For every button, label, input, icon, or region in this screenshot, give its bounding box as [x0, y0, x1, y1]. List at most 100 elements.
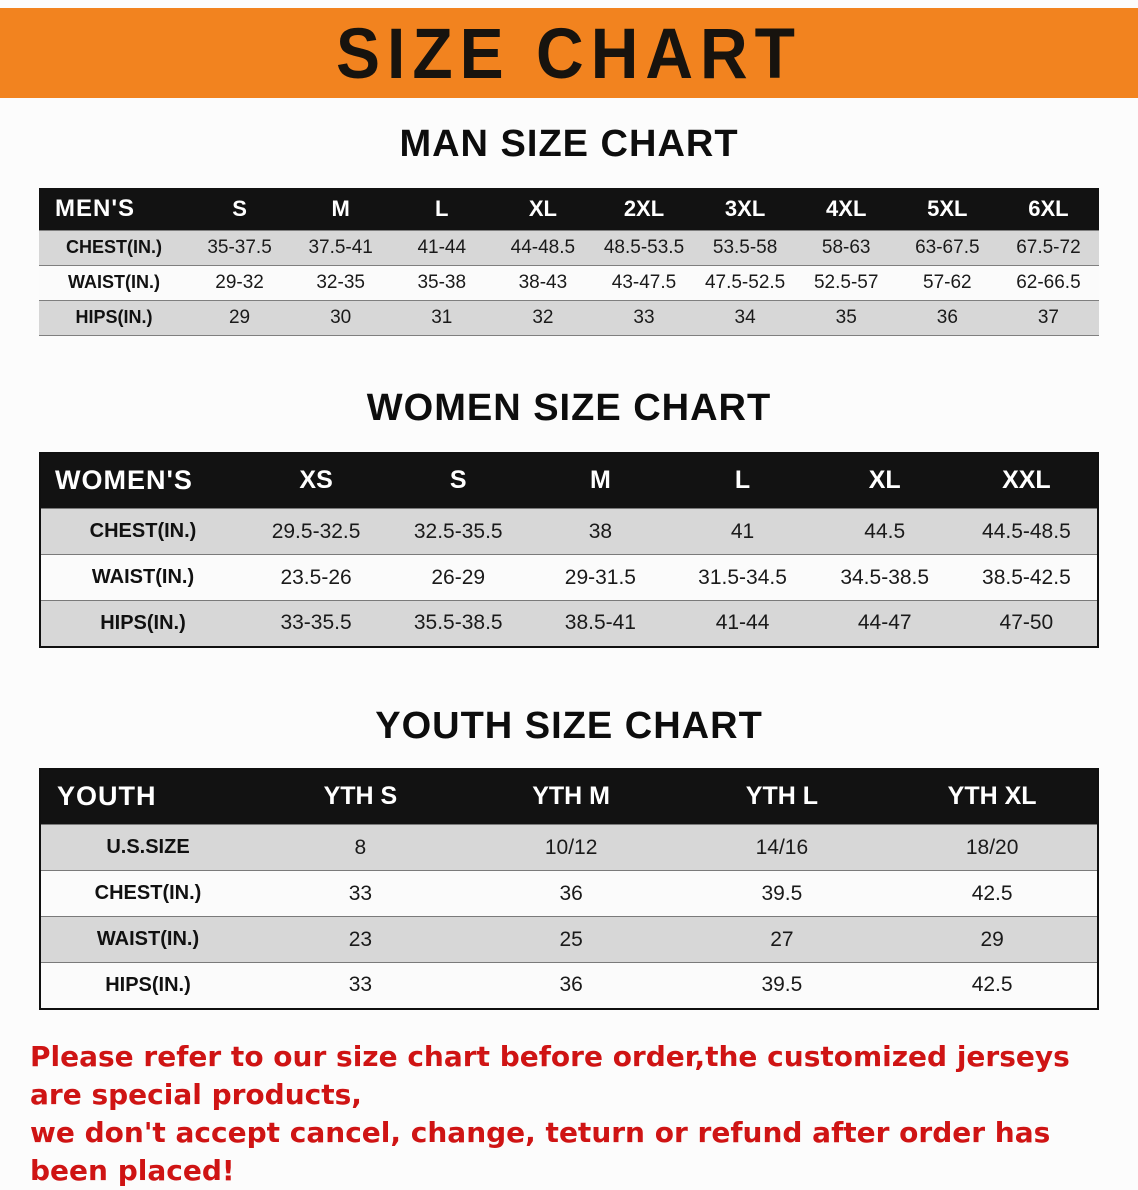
- size-value: 47-50: [955, 600, 1098, 647]
- disclaimer-line-1: Please refer to our size chart before or…: [30, 1039, 1070, 1111]
- size-value: 39.5: [676, 870, 888, 917]
- women-size-table: WOMEN'S XS S M L XL XXL CHEST(IN.) 29.5-32.5 32.5…: [39, 451, 1099, 648]
- row-label: U.S.SIZE: [40, 824, 255, 871]
- women-size-section: WOMEN SIZE CHART WOMEN'S XS S M L XL XXL CHEST(…: [0, 386, 1138, 648]
- table-corner-label: MEN'S: [39, 188, 189, 230]
- size-value: 42.5: [887, 962, 1098, 1009]
- size-column-header: M: [529, 452, 672, 509]
- size-value: 38: [529, 508, 672, 555]
- size-value: 33: [255, 962, 466, 1009]
- row-label: WAIST(IN.): [40, 916, 255, 963]
- size-column-header: YTH L: [676, 768, 888, 825]
- row-label: HIPS(IN.): [40, 600, 245, 647]
- row-label: CHEST(IN.): [40, 508, 245, 555]
- size-column-header: S: [189, 188, 291, 230]
- size-value: 47.5-52.5: [694, 264, 796, 301]
- size-value: 38.5-41: [529, 600, 672, 647]
- size-column-header: XL: [492, 188, 594, 230]
- size-column-header: YTH XL: [887, 768, 1098, 825]
- size-column-header: S: [387, 452, 530, 509]
- row-label: CHEST(IN.): [40, 870, 255, 917]
- disclaimer-line-2: we don't accept cancel, change, teturn o…: [30, 1115, 1051, 1187]
- size-value: 35-37.5: [189, 229, 291, 266]
- size-value: 25: [465, 916, 677, 963]
- table-row: WAIST(IN.) 23 25 27 29: [40, 916, 1098, 963]
- size-value: 29: [189, 299, 291, 336]
- size-value: 62-66.5: [997, 264, 1099, 301]
- size-value: 35-38: [391, 264, 493, 301]
- table-header-row: WOMEN'S XS S M L XL XXL: [40, 452, 1098, 509]
- size-column-header: L: [671, 452, 814, 509]
- size-value: 29: [887, 916, 1098, 963]
- size-value: 29.5-32.5: [245, 508, 388, 555]
- size-column-header: 6XL: [997, 188, 1099, 230]
- size-value: 44-47: [813, 600, 956, 647]
- table-row: WAIST(IN.) 29-32 32-35 35-38 38-43 43-47.5 47.…: [39, 264, 1099, 301]
- row-label: WAIST(IN.): [39, 264, 189, 301]
- size-value: 36: [896, 299, 998, 336]
- size-value: 35.5-38.5: [387, 600, 530, 647]
- row-label: HIPS(IN.): [40, 962, 255, 1009]
- table-row: HIPS(IN.) 33 36 39.5 42.5: [40, 962, 1098, 1009]
- size-value: 36: [465, 962, 677, 1009]
- size-value: 37.5-41: [290, 229, 392, 266]
- size-column-header: YTH S: [255, 768, 466, 825]
- size-value: 44.5-48.5: [955, 508, 1098, 555]
- youth-size-section: YOUTH SIZE CHART YOUTH YTH S YTH M YTH L YTH…: [0, 704, 1138, 1010]
- size-value: 41: [671, 508, 814, 555]
- youth-size-table: YOUTH YTH S YTH M YTH L YTH XL U.S.SIZE 8 10/12…: [39, 767, 1099, 1010]
- size-value: 53.5-58: [694, 229, 796, 266]
- size-value: 26-29: [387, 554, 530, 601]
- size-value: 29-31.5: [529, 554, 672, 601]
- size-value: 33: [593, 299, 695, 336]
- men-section-title: MAN SIZE CHART: [399, 123, 739, 165]
- size-value: 57-62: [896, 264, 998, 301]
- size-column-header: XS: [245, 452, 388, 509]
- size-value: 31: [391, 299, 493, 336]
- table-row: CHEST(IN.) 33 36 39.5 42.5: [40, 870, 1098, 917]
- men-size-section: MAN SIZE CHART MEN'S S M L XL 2XL 3XL 4XL 5XL 6XL…: [0, 122, 1138, 336]
- size-value: 31.5-34.5: [671, 554, 814, 601]
- size-value: 63-67.5: [896, 229, 998, 266]
- size-value: 32.5-35.5: [387, 508, 530, 555]
- table-row: CHEST(IN.) 29.5-32.5 32.5-35.5 38 41 44.5 44.5…: [40, 508, 1098, 555]
- size-value: 67.5-72: [997, 229, 1099, 266]
- banner: SIZE CHART: [0, 8, 1138, 98]
- size-value: 37: [997, 299, 1099, 336]
- size-value: 29-32: [189, 264, 291, 301]
- size-value: 34: [694, 299, 796, 336]
- size-value: 34.5-38.5: [813, 554, 956, 601]
- size-column-header: M: [290, 188, 392, 230]
- size-value: 43-47.5: [593, 264, 695, 301]
- size-value: 23.5-26: [245, 554, 388, 601]
- size-value: 30: [290, 299, 392, 336]
- size-value: 41-44: [671, 600, 814, 647]
- table-row: CHEST(IN.) 35-37.5 37.5-41 41-44 44-48.5 48.5…: [39, 229, 1099, 266]
- size-value: 58-63: [795, 229, 897, 266]
- size-column-header: YTH M: [465, 768, 677, 825]
- row-label: CHEST(IN.): [39, 229, 189, 266]
- size-chart-page: SIZE CHART MAN SIZE CHART MEN'S S M L XL 2XL 3…: [0, 8, 1138, 1190]
- size-value: 52.5-57: [795, 264, 897, 301]
- size-value: 14/16: [676, 824, 888, 871]
- size-value: 8: [255, 824, 466, 871]
- size-value: 33-35.5: [245, 600, 388, 647]
- youth-section-title: YOUTH SIZE CHART: [375, 704, 763, 747]
- women-section-title: WOMEN SIZE CHART: [366, 386, 772, 429]
- size-column-header: 2XL: [593, 188, 695, 230]
- size-value: 10/12: [465, 824, 677, 871]
- size-column-header: L: [391, 188, 493, 230]
- size-column-header: 5XL: [896, 188, 998, 230]
- row-label: WAIST(IN.): [40, 554, 245, 601]
- table-corner-label: YOUTH: [40, 768, 255, 825]
- row-label: HIPS(IN.): [39, 299, 189, 336]
- table-row: HIPS(IN.) 29 30 31 32 33 34 35 36 37: [39, 299, 1099, 336]
- size-value: 32: [492, 299, 594, 336]
- table-corner-label: WOMEN'S: [40, 452, 245, 509]
- size-value: 18/20: [887, 824, 1098, 871]
- size-value: 44-48.5: [492, 229, 594, 266]
- size-column-header: XL: [813, 452, 956, 509]
- table-row: WAIST(IN.) 23.5-26 26-29 29-31.5 31.5-34.5 34…: [40, 554, 1098, 601]
- size-value: 39.5: [676, 962, 888, 1009]
- size-value: 38-43: [492, 264, 594, 301]
